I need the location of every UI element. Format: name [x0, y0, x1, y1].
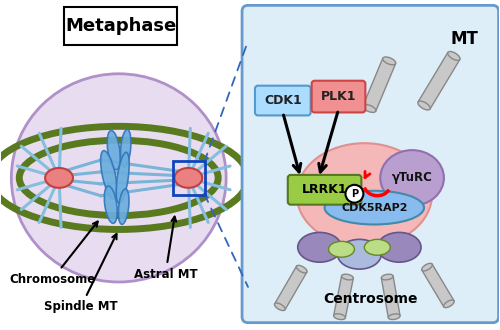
- Ellipse shape: [12, 74, 226, 282]
- Ellipse shape: [324, 191, 424, 224]
- Ellipse shape: [174, 168, 203, 188]
- Ellipse shape: [120, 129, 131, 167]
- Polygon shape: [382, 276, 400, 318]
- Ellipse shape: [296, 265, 307, 273]
- Ellipse shape: [328, 241, 354, 257]
- Ellipse shape: [444, 300, 454, 308]
- Ellipse shape: [45, 168, 73, 188]
- Ellipse shape: [342, 274, 353, 280]
- Text: Metaphase: Metaphase: [65, 17, 176, 35]
- Polygon shape: [334, 276, 353, 318]
- Polygon shape: [363, 58, 396, 111]
- Ellipse shape: [380, 150, 444, 206]
- FancyBboxPatch shape: [242, 5, 498, 323]
- Text: CDK1: CDK1: [264, 94, 302, 107]
- Ellipse shape: [363, 105, 376, 113]
- Circle shape: [346, 185, 364, 203]
- Ellipse shape: [274, 303, 285, 311]
- Ellipse shape: [296, 143, 432, 246]
- Ellipse shape: [298, 232, 342, 262]
- Text: LRRK1: LRRK1: [302, 183, 348, 196]
- Ellipse shape: [418, 101, 430, 110]
- Text: Spindle MT: Spindle MT: [44, 234, 118, 313]
- Ellipse shape: [382, 57, 396, 65]
- FancyBboxPatch shape: [255, 86, 310, 115]
- Text: γTuRC: γTuRC: [392, 171, 432, 184]
- Ellipse shape: [100, 150, 117, 199]
- Ellipse shape: [382, 274, 393, 280]
- FancyBboxPatch shape: [312, 81, 366, 113]
- Ellipse shape: [388, 314, 400, 319]
- Ellipse shape: [334, 314, 345, 319]
- Ellipse shape: [422, 263, 432, 271]
- Text: CDK5RAP2: CDK5RAP2: [341, 203, 407, 213]
- FancyBboxPatch shape: [64, 7, 178, 45]
- Text: Chromosome: Chromosome: [10, 221, 98, 285]
- FancyBboxPatch shape: [288, 175, 362, 205]
- Ellipse shape: [448, 51, 460, 60]
- Polygon shape: [274, 266, 307, 310]
- Text: PLK1: PLK1: [321, 90, 356, 103]
- Polygon shape: [418, 52, 460, 109]
- Text: P: P: [351, 189, 358, 199]
- Ellipse shape: [118, 189, 129, 224]
- Text: MT: MT: [451, 30, 478, 48]
- Ellipse shape: [378, 232, 421, 262]
- Ellipse shape: [107, 130, 120, 170]
- Ellipse shape: [104, 186, 117, 223]
- Text: Centrosome: Centrosome: [323, 292, 418, 306]
- Ellipse shape: [338, 239, 382, 269]
- Ellipse shape: [116, 152, 129, 203]
- Ellipse shape: [364, 239, 390, 255]
- Text: Astral MT: Astral MT: [134, 217, 198, 280]
- Polygon shape: [422, 264, 454, 307]
